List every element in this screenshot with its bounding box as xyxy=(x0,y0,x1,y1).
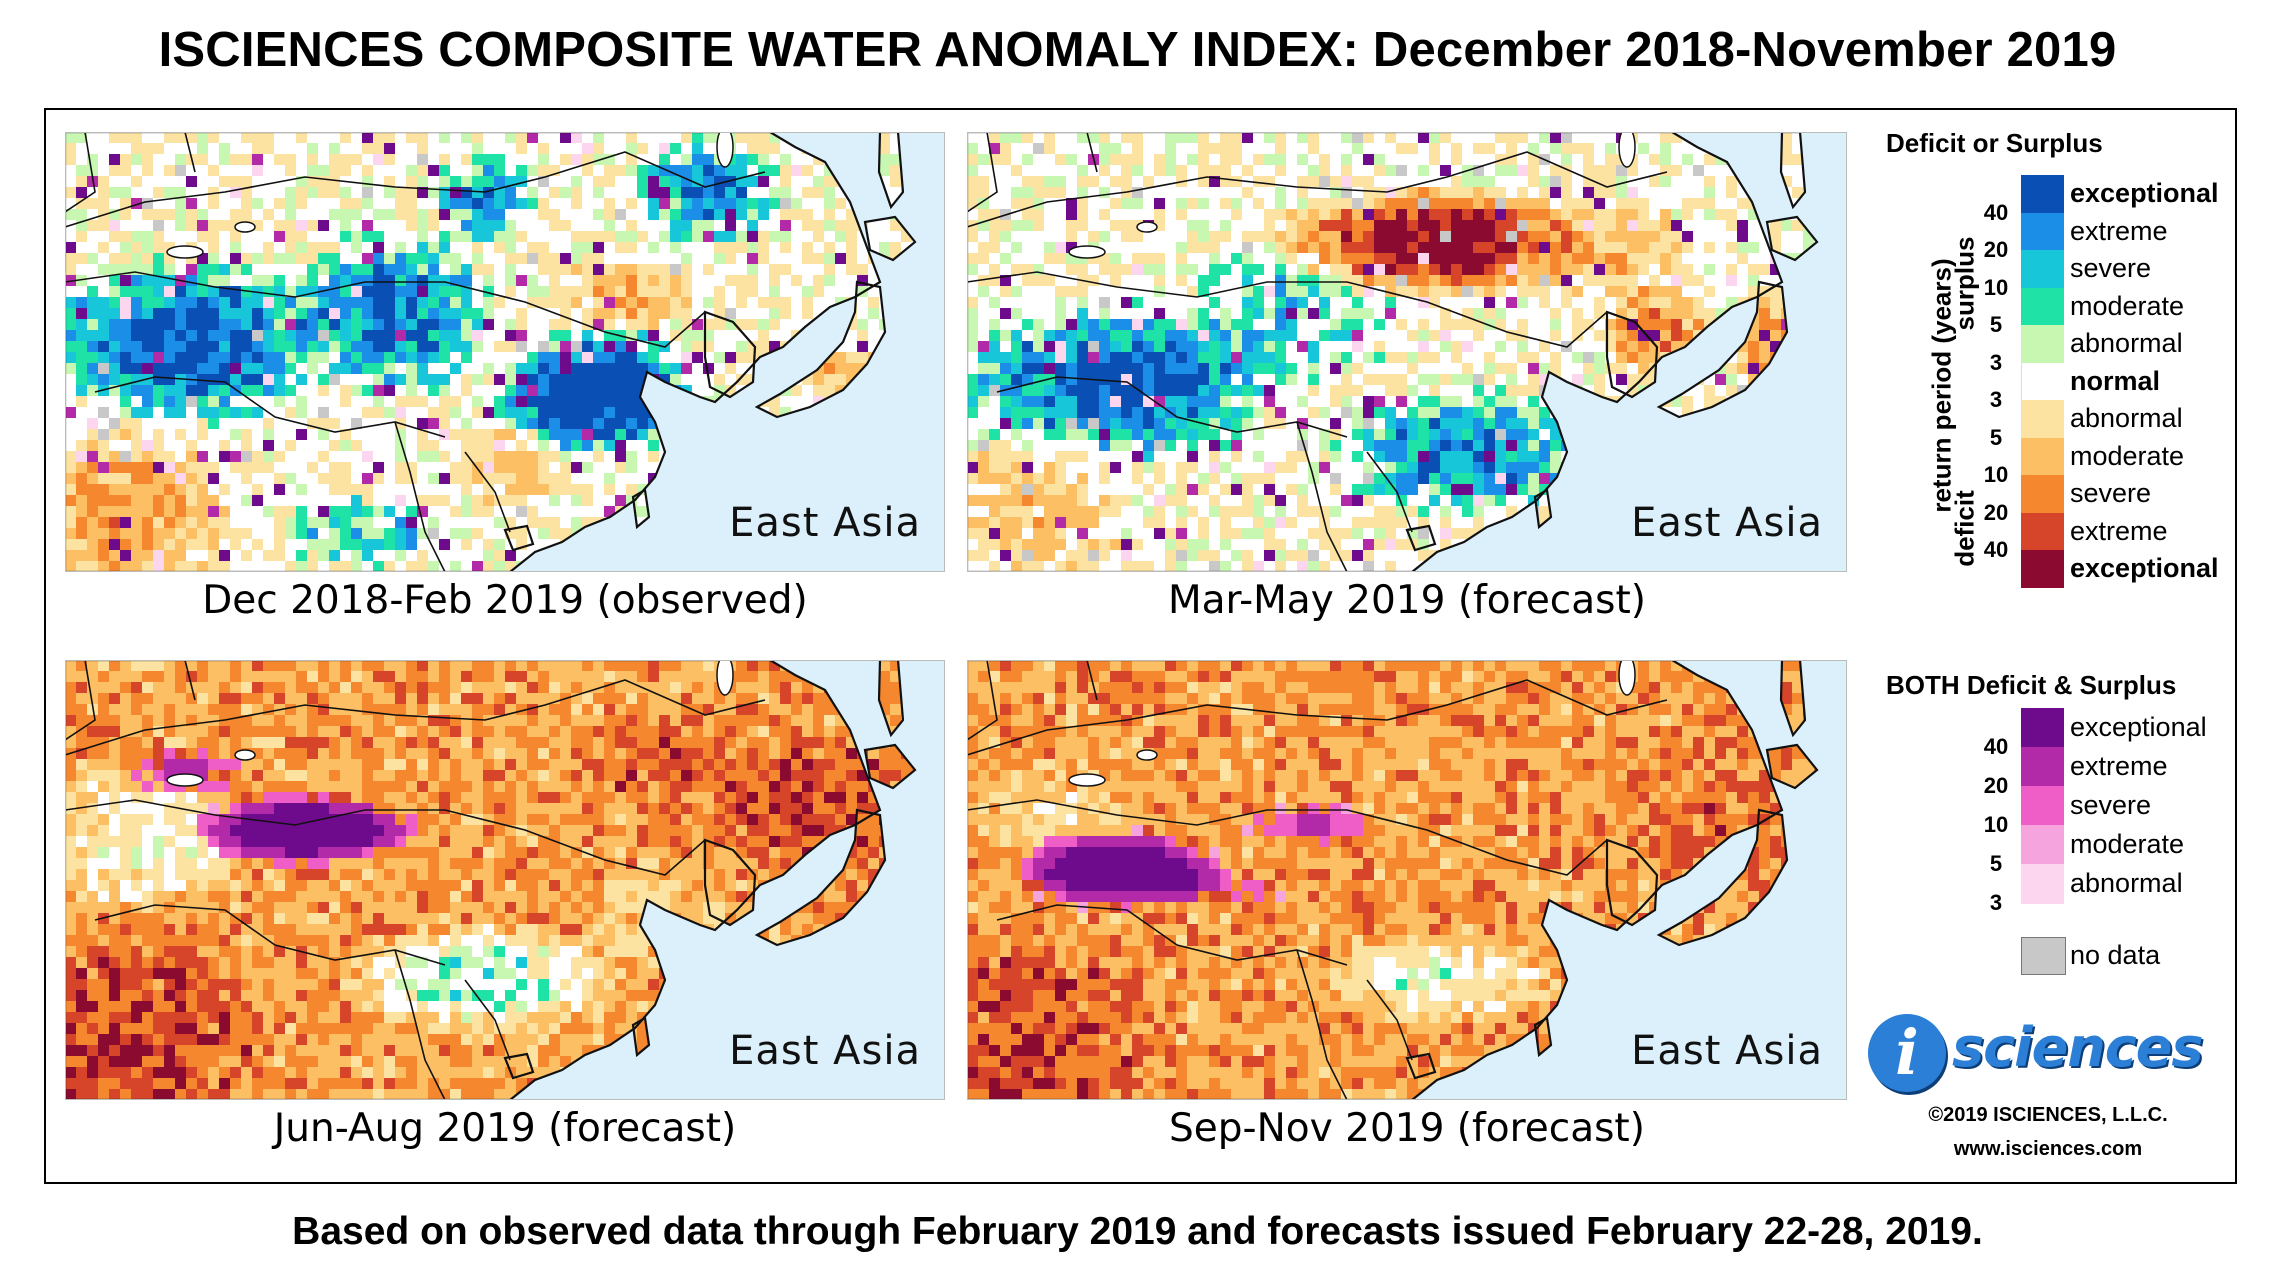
surplus-tick: 10 xyxy=(1983,274,2009,300)
legend-title: Deficit or Surplus xyxy=(1886,128,2103,158)
legend-class-label: extreme xyxy=(2070,515,2168,546)
no-data-swatch xyxy=(2021,937,2066,975)
surplus-tick: 40 xyxy=(1983,199,2009,225)
lake xyxy=(166,245,204,259)
lake xyxy=(1068,245,1106,259)
deficit-tick: 20 xyxy=(1983,499,2009,525)
logo-i-badge: i xyxy=(1868,1014,1946,1092)
legend-class-label: severe xyxy=(2070,478,2152,508)
legend-swatch xyxy=(2021,512,2064,551)
legend-both-label: extreme xyxy=(2070,751,2168,781)
coastlines xyxy=(65,660,917,1100)
map-svg xyxy=(65,660,945,1100)
surplus-tick: 3 xyxy=(1989,349,2003,375)
surplus-tick: 20 xyxy=(1983,237,2009,262)
figure-frame xyxy=(44,108,2237,1184)
legend-class-label: abnormal xyxy=(2070,328,2183,358)
copyright: ©2019 ISCIENCES, L.L.C. xyxy=(1928,1104,2168,1126)
surplus-tick: 5 xyxy=(1989,312,2003,337)
legend-swatch xyxy=(2021,250,2064,288)
both-tick: 5 xyxy=(1989,851,2003,876)
legend-both-swatch xyxy=(2021,864,2064,904)
map-svg xyxy=(967,660,1847,1100)
legend-swatch xyxy=(2021,437,2064,476)
legend-both-label: moderate xyxy=(2070,829,2185,859)
map-svg xyxy=(967,132,1847,572)
panel-caption-mar-may: Mar-May 2019 (forecast) xyxy=(1168,578,1646,623)
legend-class-label: moderate xyxy=(2070,440,2185,471)
deficit-tick: 40 xyxy=(1983,537,2009,562)
legend-class-label: exceptional xyxy=(2070,553,2219,583)
region-label: East Asia xyxy=(729,1028,921,1074)
deficit-tick: 5 xyxy=(1989,424,2003,450)
lake xyxy=(716,660,734,696)
both-tick: 20 xyxy=(1983,773,2009,798)
deficit-tick: 3 xyxy=(1989,387,2003,412)
website-link[interactable]: www.isciences.com xyxy=(1953,1138,2143,1160)
legend-swatch xyxy=(2021,212,2064,251)
legend-swatch xyxy=(2021,400,2064,438)
lake xyxy=(716,132,734,168)
legend-swatch xyxy=(2021,325,2064,363)
legend-swatch xyxy=(2021,550,2064,588)
coastlines xyxy=(967,660,1819,1100)
deficit-tick: 10 xyxy=(1983,462,2009,487)
lake xyxy=(166,773,204,787)
panel-caption-jun-aug: Jun-Aug 2019 (forecast) xyxy=(273,1106,737,1151)
map-svg xyxy=(65,132,945,572)
map-panel-sep-nov: East Asia xyxy=(967,660,1847,1100)
lake xyxy=(1136,221,1158,233)
anomaly-grid xyxy=(65,132,915,572)
legend-class-label: severe xyxy=(2070,253,2152,283)
region-label: East Asia xyxy=(729,500,921,546)
legend-class-label: normal xyxy=(2070,365,2161,396)
legend-both-swatch xyxy=(2021,747,2064,787)
legend-swatch xyxy=(2021,475,2064,513)
no-data-label: no data xyxy=(2070,940,2161,970)
legend-swatch xyxy=(2021,287,2064,326)
lake xyxy=(1136,749,1158,761)
lake xyxy=(1618,132,1636,168)
lake xyxy=(234,221,256,233)
panel-caption-sep-nov: Sep-Nov 2019 (forecast) xyxy=(1169,1106,1645,1151)
lake xyxy=(1618,660,1636,696)
page-title: ISCIENCES COMPOSITE WATER ANOMALY INDEX:… xyxy=(158,23,2117,77)
isciences-logo: i sciences xyxy=(1868,1010,2228,1100)
both-tick: 3 xyxy=(1989,890,2003,915)
coastlines xyxy=(967,132,1819,572)
map-panel-jun-aug: East Asia xyxy=(65,660,945,1100)
lake xyxy=(234,749,256,761)
legend-class-label: exceptional xyxy=(2070,178,2219,208)
legend-class-label: moderate xyxy=(2070,290,2185,321)
legend-both-swatch xyxy=(2021,708,2064,748)
lake xyxy=(1068,773,1106,787)
coastlines xyxy=(65,132,917,572)
both-tick: 10 xyxy=(1983,812,2009,837)
legend-swatch xyxy=(2021,175,2064,213)
legend-both-swatch xyxy=(2021,786,2064,826)
logo-wordmark: sciences xyxy=(1952,1016,2204,1079)
legend-both-title: BOTH Deficit & Surplus xyxy=(1886,670,2177,700)
legend-deficit-label: deficit xyxy=(1949,490,1980,567)
legend-both-label: severe xyxy=(2070,790,2152,820)
legend-both-label: exceptional xyxy=(2070,712,2207,742)
legend-class-label: extreme xyxy=(2070,215,2168,246)
legend-both-swatch xyxy=(2021,825,2064,865)
legend: Deficit or Surplus return period (years)… xyxy=(1860,120,2230,1180)
footer-note: Based on observed data through February … xyxy=(292,1210,1983,1253)
both-tick: 40 xyxy=(1983,734,2009,759)
map-panel-dec-feb: East Asia xyxy=(65,132,945,572)
legend-swatch xyxy=(2021,362,2065,401)
map-panel-mar-may: East Asia xyxy=(967,132,1847,572)
region-label: East Asia xyxy=(1631,1028,1823,1074)
legend-class-label: abnormal xyxy=(2070,403,2183,433)
panel-caption-dec-feb: Dec 2018-Feb 2019 (observed) xyxy=(202,578,808,623)
region-label: East Asia xyxy=(1631,500,1823,546)
legend-both-label: abnormal xyxy=(2070,868,2183,898)
